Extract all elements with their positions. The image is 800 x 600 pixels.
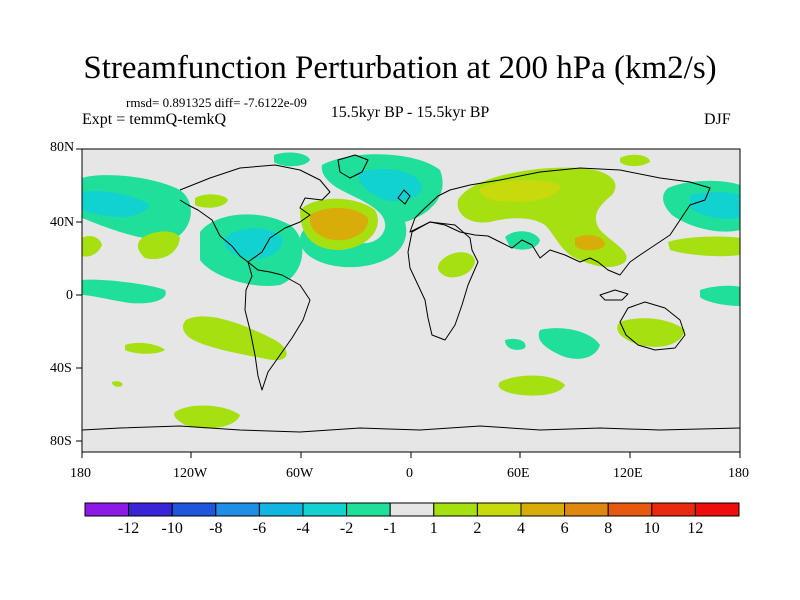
coast-antarctica [82, 425, 740, 433]
colorbar-cell-5 [302, 502, 348, 517]
anomaly-neg-indian-ocean [538, 328, 600, 359]
lon-tick-60e: 60E [507, 466, 530, 481]
lon-tick-180w: 180 [70, 466, 91, 481]
coast-north-america [179, 164, 331, 263]
colorbar-label-13: 12 [687, 520, 703, 537]
anomaly-pos-southern-ocean [498, 375, 565, 396]
tick-marks [76, 148, 741, 458]
colorbar-label-7: 1 [430, 520, 438, 537]
anomaly-pos-south-pacific-small [125, 342, 165, 354]
coast-british-isles [397, 189, 411, 205]
anomaly-neg-madagascar [505, 338, 526, 350]
coast-africa [407, 221, 479, 341]
anomaly-pos-pacific-mid [137, 231, 180, 260]
coast-indonesia [599, 289, 629, 301]
lon-tick-120e: 120E [613, 466, 643, 481]
coast-australia [619, 301, 686, 351]
anomaly-pos-tibet-core [575, 235, 605, 251]
colorbar-cell-11 [564, 502, 609, 517]
colorbar-cell-1 [128, 502, 173, 517]
colorbar-label-5: -2 [340, 520, 353, 537]
lon-tick-0: 0 [406, 466, 413, 481]
anomaly-pos-eurasia-core [479, 180, 561, 202]
colorbar-cell-3 [215, 502, 260, 517]
stats-line: rmsd= 0.891325 diff= -7.6122e-09 [126, 95, 307, 110]
anomaly-neg-americas-core [224, 228, 283, 259]
colorbar-label-10: 6 [561, 520, 569, 537]
colorbar: -12 -10 -8 -6 -4 -2 -1 1 2 4 6 8 10 12 [84, 502, 740, 537]
colorbar-label-2: -8 [209, 520, 222, 537]
lat-tick-40n: 40N [50, 215, 75, 230]
anomaly-pos-west-pacific [668, 236, 740, 257]
lon-tick-180e: 180 [728, 466, 749, 481]
anomaly-neg-pacific-west [700, 285, 740, 306]
colorbar-label-3: -6 [253, 520, 266, 537]
period-label: 15.5kyr BP - 15.5kyr BP [330, 104, 490, 121]
colorbar-cell-2 [171, 502, 217, 517]
colorbar-label-11: 8 [604, 520, 612, 537]
colorbar-label-12: 10 [644, 520, 660, 537]
lat-tick-40s: 40S [50, 361, 72, 376]
colorbar-label-0: -12 [118, 520, 139, 537]
contour-field [82, 149, 740, 452]
anomaly-pos-sahara [437, 252, 475, 278]
experiment-label: Expt = temmQ-temkQ [82, 111, 227, 128]
colorbar-label-8: 2 [473, 520, 481, 537]
anomaly-pos-small-south [112, 381, 123, 387]
colorbar-cell-7 [389, 502, 435, 517]
anomaly-pos-australia-south [617, 318, 685, 347]
anomaly-neg-pacific-nw-core [82, 190, 150, 217]
coastlines [82, 154, 740, 433]
coast-south-america [244, 261, 311, 391]
colorbar-label-6: -1 [384, 520, 397, 537]
anomaly-pos-southern-pacific [174, 405, 240, 429]
colorbar-cell-10 [520, 502, 566, 517]
lat-tick-80s: 80S [50, 434, 72, 449]
colorbar-cell-13 [651, 502, 696, 517]
season-label: DJF [704, 111, 731, 128]
coast-eurasia [409, 167, 711, 276]
lat-tick-80n: 80N [50, 140, 75, 155]
anomaly-pos-north-atlantic-core [309, 207, 369, 241]
anomaly-pos-dateline-north [82, 236, 102, 257]
plot-title: Streamfunction Perturbation at 200 hPa (… [83, 50, 717, 86]
colorbar-cell-4 [258, 502, 304, 517]
colorbar-cell-0 [84, 502, 130, 517]
anomaly-pos-south-pacific [182, 316, 287, 361]
lon-tick-60w: 60W [286, 466, 314, 481]
lon-tick-120w: 120W [173, 466, 208, 481]
colorbar-label-4: -4 [296, 520, 309, 537]
colorbar-cell-6 [346, 502, 391, 517]
anomaly-neg-atlantic-core [358, 168, 422, 202]
anomaly-neg-pacific-east [82, 279, 166, 304]
anomaly-pos-siberia-arctic [620, 154, 650, 167]
anomaly-neg-pacific-ne-core [690, 191, 740, 220]
colorbar-label-9: 4 [517, 520, 525, 537]
anomaly-neg-arctic-canada [274, 152, 310, 167]
colorbar-cell-9 [476, 502, 522, 517]
lat-tick-0: 0 [66, 288, 73, 303]
colorbar-cell-8 [433, 502, 478, 517]
colorbar-label-1: -10 [162, 520, 183, 537]
anomaly-pos-alaska [195, 194, 228, 208]
colorbar-cell-14 [694, 502, 740, 517]
colorbar-cell-12 [607, 502, 653, 517]
coast-greenland [337, 154, 369, 179]
